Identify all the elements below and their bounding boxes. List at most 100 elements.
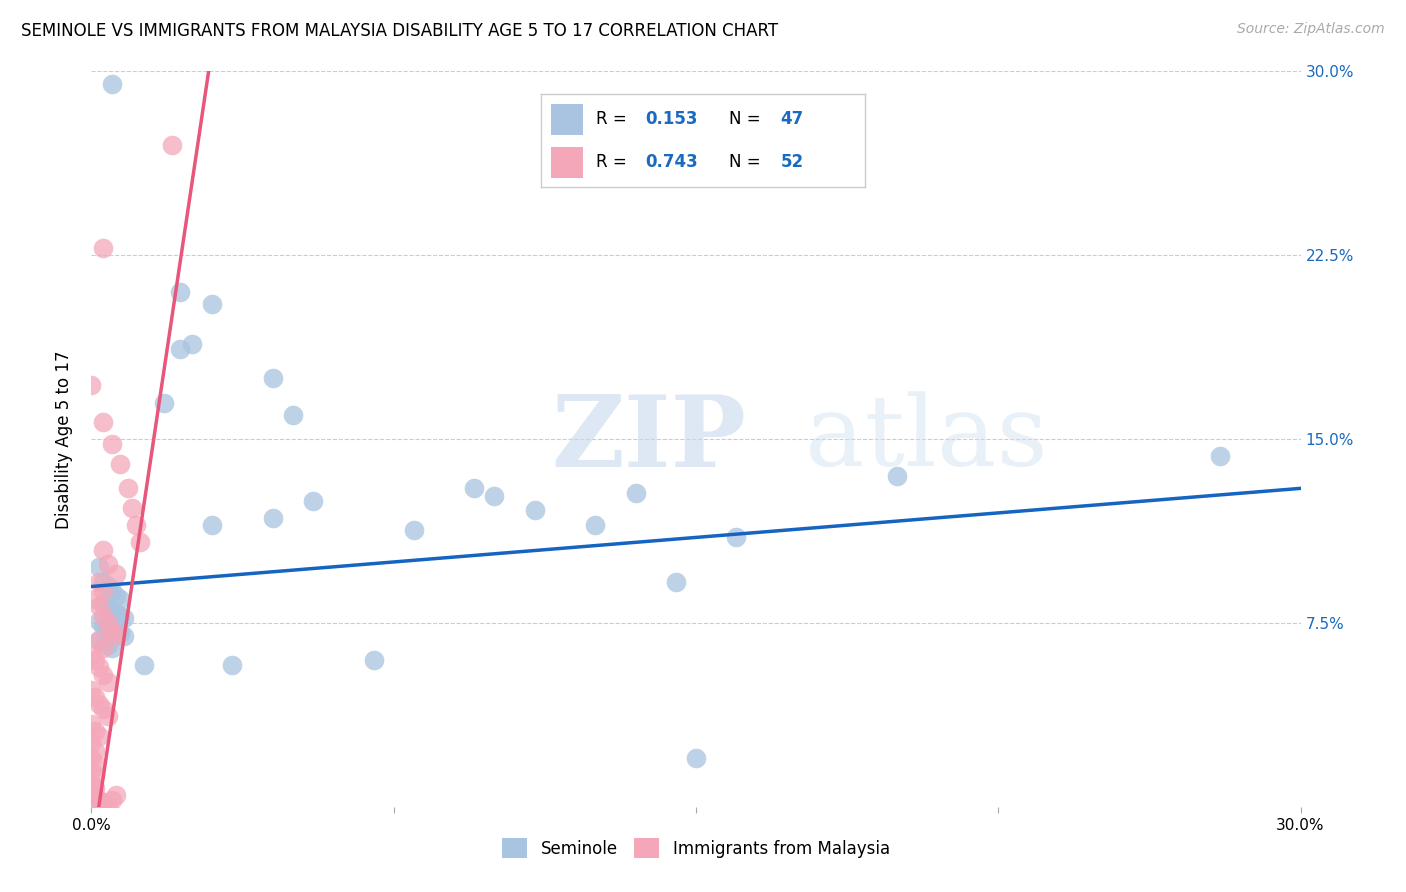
Point [93,542,115,557]
Point [112,628,135,642]
Text: N =: N = [728,153,766,171]
Point [125,518,148,533]
Text: R =: R = [596,153,633,171]
Point [96,621,118,635]
Point [169,285,191,300]
Point [100,793,122,807]
Point [153,395,176,409]
Point [201,297,224,311]
Point [84,744,107,758]
Point [262,371,284,385]
Text: 0.743: 0.743 [645,153,697,171]
Point [100,77,122,91]
Point [100,624,122,638]
Point [181,336,204,351]
Point [80,717,103,731]
Point [80,648,103,662]
Point [169,342,191,356]
Point [108,626,131,640]
Point [886,469,908,483]
Point [100,640,122,655]
Text: N =: N = [728,110,766,128]
Point [104,607,127,621]
Point [93,415,115,429]
Point [96,797,118,812]
Point [523,503,546,517]
Point [725,530,748,544]
Text: R =: R = [596,110,633,128]
Point [128,535,150,549]
Point [96,558,118,572]
Legend: Seminole, Immigrants from Malaysia: Seminole, Immigrants from Malaysia [495,831,897,865]
Point [96,616,118,631]
Point [80,796,103,810]
Point [93,584,115,599]
Point [84,591,107,606]
Y-axis label: Disability Age 5 to 17: Disability Age 5 to 17 [55,350,73,529]
Point [89,660,111,674]
Bar [551,147,583,178]
Text: 47: 47 [780,110,804,128]
Point [96,675,118,690]
Point [96,580,118,594]
Point [96,709,118,723]
Point [302,493,325,508]
Point [84,790,107,805]
Point [80,786,103,800]
Point [100,604,122,618]
Point [84,768,107,782]
Point [201,518,224,533]
Point [100,624,122,638]
Point [1209,450,1232,464]
Point [281,408,304,422]
Point [108,457,131,471]
Point [121,501,143,516]
Point [89,793,111,807]
Point [84,690,107,704]
Text: 0.153: 0.153 [645,110,697,128]
Point [93,574,115,589]
Point [80,764,103,778]
Point [84,780,107,795]
Point [583,518,606,533]
Point [96,601,118,615]
Point [89,633,111,648]
Point [96,639,118,653]
Point [93,702,115,716]
Point [93,667,115,682]
Point [93,796,115,810]
Point [108,609,131,624]
Point [402,523,425,537]
Point [104,628,127,642]
Point [665,574,688,589]
Point [89,698,111,712]
Point [104,590,127,604]
Point [80,682,103,697]
Point [112,611,135,625]
Point [89,574,111,589]
Point [104,788,127,802]
Text: atlas: atlas [804,392,1047,487]
Point [89,729,111,743]
Point [93,241,115,255]
Point [484,489,506,503]
Point [89,599,111,614]
Point [80,776,103,790]
Point [93,640,115,655]
Point [160,137,183,152]
Point [93,619,115,633]
Point [624,486,647,500]
Point [132,658,155,673]
Point [463,482,485,496]
Bar [551,104,583,135]
Point [685,751,707,765]
Point [93,597,115,611]
Point [221,658,243,673]
Point [84,653,107,667]
Point [89,560,111,574]
Point [84,756,107,771]
Text: SEMINOLE VS IMMIGRANTS FROM MALAYSIA DISABILITY AGE 5 TO 17 CORRELATION CHART: SEMINOLE VS IMMIGRANTS FROM MALAYSIA DIS… [21,22,778,40]
Point [89,614,111,628]
Point [84,724,107,739]
Point [117,482,139,496]
